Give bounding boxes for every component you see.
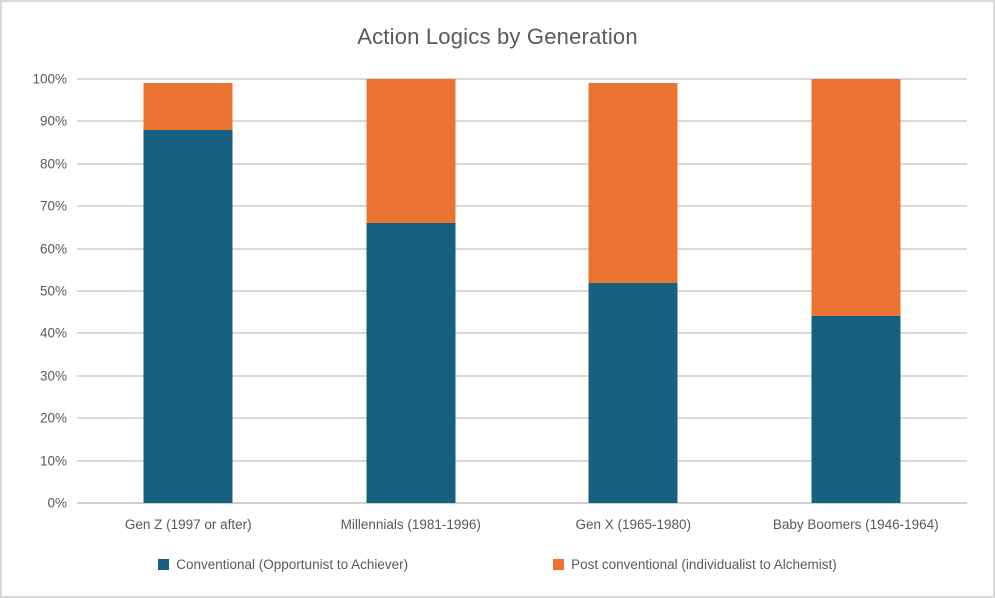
bar-segment (811, 316, 901, 503)
x-axis-category-label: Millennials (1981-1996) (340, 517, 481, 532)
gridline-70 (77, 205, 967, 208)
legend-label: Post conventional (individualist to Alch… (571, 557, 837, 572)
y-axis-tick-label: 60% (39, 241, 67, 257)
legend-swatch-icon (553, 559, 565, 570)
legend-label: Conventional (Opportunist to Achiever) (176, 557, 409, 572)
y-axis-tick-label: 90% (39, 113, 67, 129)
legend: Conventional (Opportunist to Achiever) Po… (2, 557, 993, 572)
y-axis-tick-label: 80% (39, 156, 67, 172)
y-axis-tick-label: 40% (39, 325, 67, 341)
x-axis-category-label: Gen Z (1997 or after) (124, 517, 252, 532)
y-axis-tick-label: 20% (39, 410, 67, 426)
legend-swatch-icon (158, 559, 170, 570)
gridline-10 (77, 459, 967, 462)
bar-segment (588, 282, 678, 503)
gridline-80 (77, 162, 967, 165)
bar-segment (366, 79, 456, 224)
bar-segment (143, 83, 233, 130)
y-axis-tick-label: 100% (32, 71, 67, 87)
y-axis-tick-label: 70% (39, 198, 67, 214)
y-axis-tick-label: 30% (39, 368, 67, 384)
bar-stack (143, 79, 233, 503)
bar-stack (366, 79, 456, 503)
gridline-60 (77, 247, 967, 250)
legend-item: Conventional (Opportunist to Achiever) (158, 557, 408, 572)
y-axis-tick-label: 10% (39, 453, 67, 469)
bar-stack (588, 79, 678, 503)
gridline-20 (77, 417, 967, 420)
plot-area: 0% 10% 20% 30% 40% 50% 60% 70% 80% 90% 100% Gen Z (… (32, 72, 967, 532)
gridline-100 (77, 78, 967, 80)
x-axis-category-label: Gen X (1965-1980) (575, 517, 692, 532)
gridline-50 (77, 290, 967, 292)
gridline-0 (77, 502, 967, 504)
gridline-90 (77, 120, 967, 123)
bar-segment (143, 129, 233, 503)
chart-title: Action Logics by Generation (357, 24, 638, 49)
bar-stack (811, 79, 901, 503)
bar-segment (588, 83, 678, 283)
bar-segment (811, 79, 901, 317)
x-axis-category-label: Baby Boomers (1946-1964) (772, 517, 939, 532)
gridline-40 (77, 332, 967, 335)
y-axis-tick-label: 0% (47, 495, 67, 511)
legend-item: Post conventional (individualist to Alch… (553, 557, 837, 572)
gridline-30 (77, 374, 967, 377)
y-axis-tick-label: 50% (39, 283, 67, 299)
bar-segment (366, 223, 456, 503)
